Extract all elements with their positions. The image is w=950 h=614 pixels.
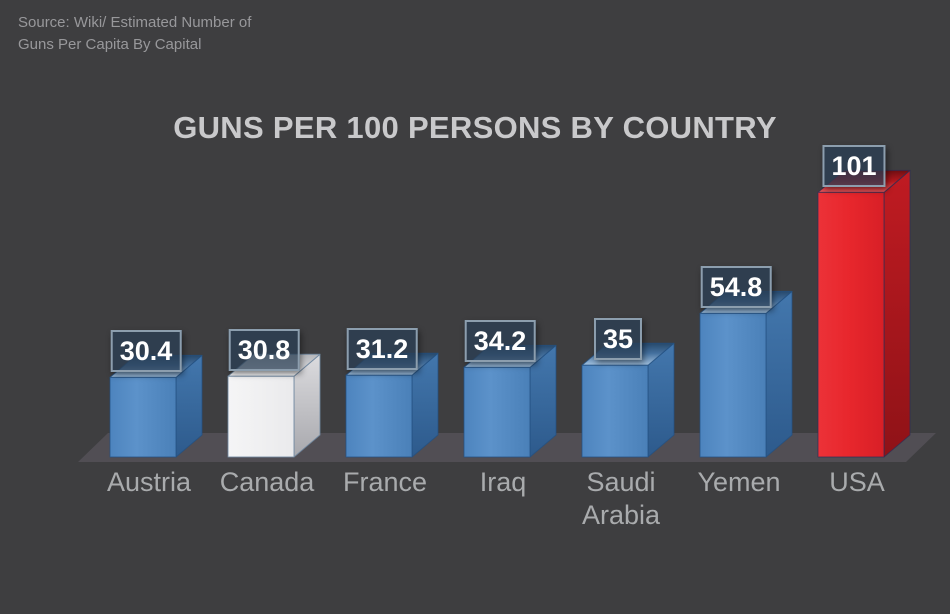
bar-front-face bbox=[345, 374, 413, 458]
chart-title: GUNS PER 100 PERSONS BY COUNTRY bbox=[173, 110, 777, 145]
bars-layer bbox=[109, 169, 911, 458]
category-label-canada: Canada bbox=[219, 467, 315, 497]
bar-front-face bbox=[699, 312, 767, 458]
bar-front-face bbox=[581, 364, 649, 458]
value-label-iraq: 34.2 bbox=[464, 320, 536, 363]
bar-side-face bbox=[765, 290, 793, 458]
value-label-saudi-arabia: 35 bbox=[593, 318, 643, 361]
bar-saudi-arabia[interactable] bbox=[581, 342, 675, 458]
value-label-yemen: 54.8 bbox=[700, 266, 772, 309]
bar-yemen[interactable] bbox=[699, 290, 793, 458]
bar-side-face bbox=[883, 169, 911, 458]
bar-front-face bbox=[109, 376, 177, 458]
category-label-usa: USA bbox=[829, 467, 885, 497]
bar-front-face bbox=[227, 375, 295, 458]
source-note: Source: Wiki/ Estimated Number of Guns P… bbox=[18, 14, 252, 53]
category-label-france: France bbox=[342, 467, 428, 497]
value-label-austria: 30.4 bbox=[110, 330, 182, 373]
category-label-saudi-arabia: Saudi Arabia bbox=[581, 467, 661, 530]
value-label-usa: 101 bbox=[822, 145, 886, 188]
bar-front-face bbox=[817, 191, 885, 458]
category-label-austria: Austria bbox=[106, 467, 192, 497]
value-label-france: 31.2 bbox=[346, 328, 418, 371]
value-label-canada: 30.8 bbox=[228, 329, 300, 372]
bar-usa[interactable] bbox=[817, 169, 911, 458]
category-label-iraq: Iraq bbox=[479, 467, 527, 497]
category-label-yemen: Yemen bbox=[697, 467, 781, 497]
bar-front-face bbox=[463, 366, 531, 458]
